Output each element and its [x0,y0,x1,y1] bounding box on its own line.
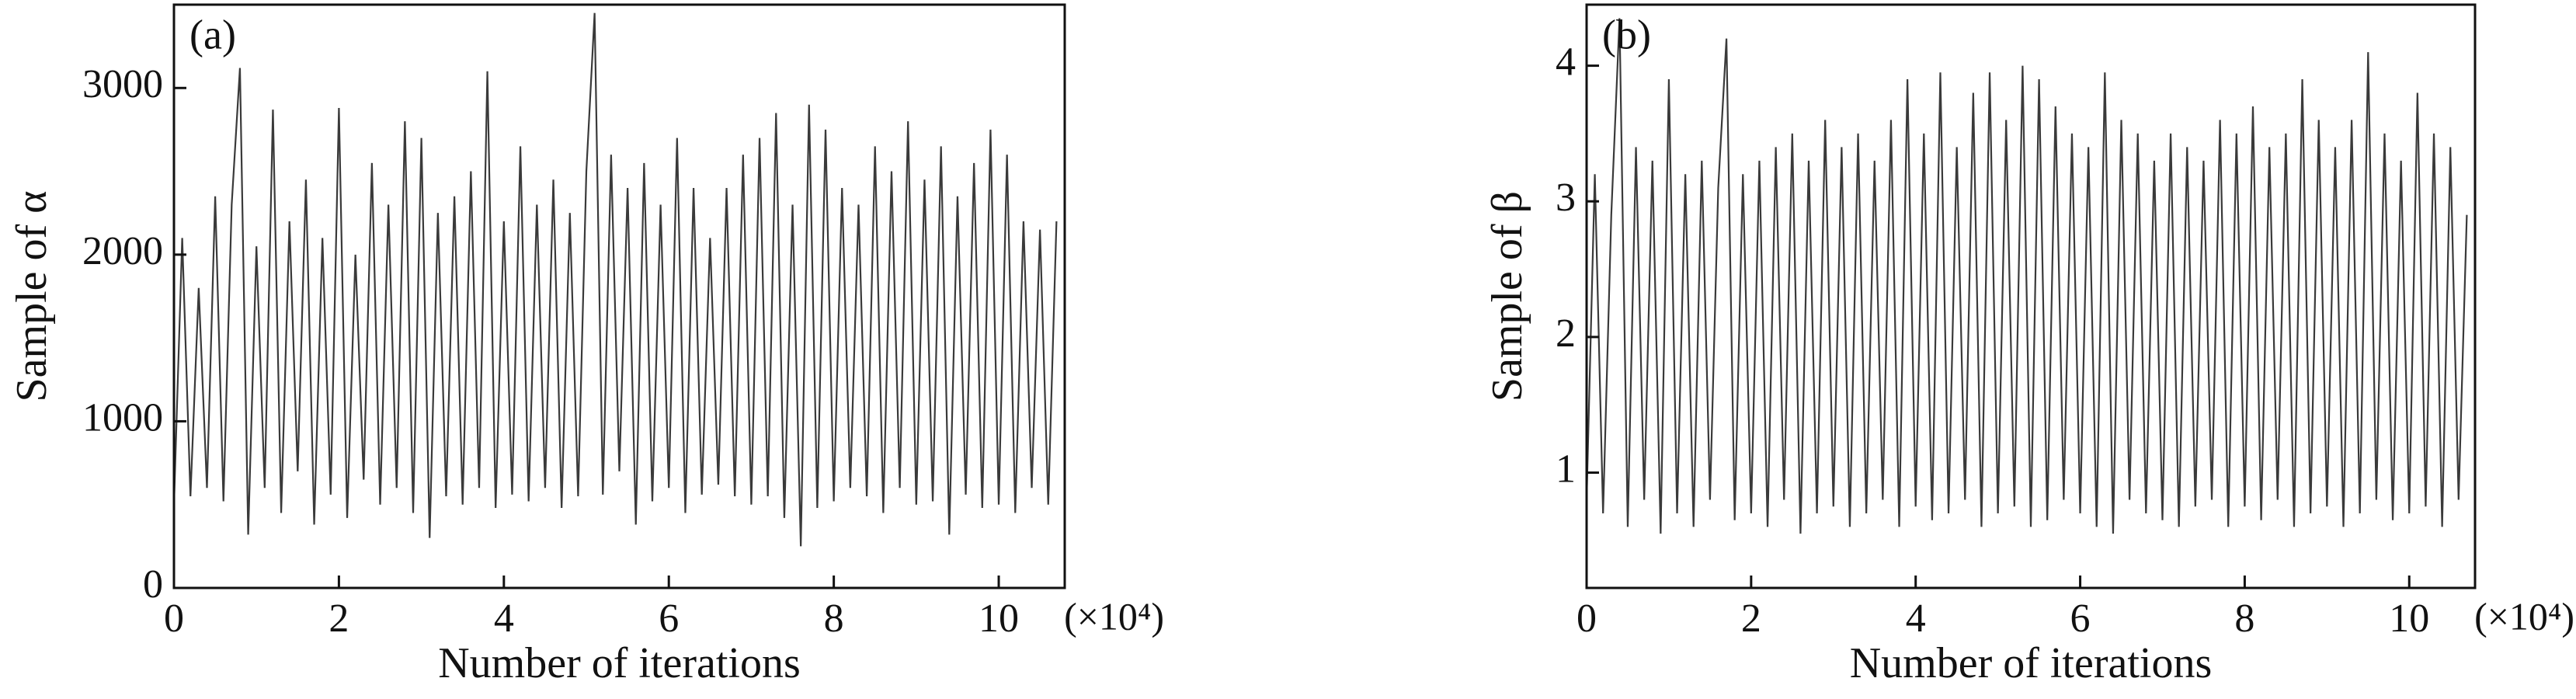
plot-frame [172,3,1066,589]
y-tick-label: 0 [143,562,163,607]
x-tick-label: 2 [329,596,349,641]
x-tick-label: 8 [2234,596,2254,641]
panel-label: (a) [189,11,236,57]
y-tick-label: 3 [1556,176,1576,220]
y-tick-label: 1 [1556,447,1576,491]
x-tick-label: 4 [494,596,514,641]
panel-label: (b) [1602,11,1651,57]
x-tick-label: 0 [164,596,184,641]
y-tick-label: 2 [1556,311,1576,356]
x-unit-label: (×10⁴) [1064,594,1164,638]
x-tick-label: 10 [979,596,1019,641]
x-tick-label: 10 [2389,596,2429,641]
y-axis-title: Sample of β [1483,191,1531,402]
y-tick-label: 2000 [82,229,163,273]
x-tick-label: 4 [1906,596,1926,641]
x-axis-title: Number of iterations [438,639,801,687]
y-tick-label: 3000 [82,62,163,106]
y-tick-label: 4 [1556,40,1576,85]
trace-line [172,12,1058,547]
x-axis-title: Number of iterations [1850,639,2213,687]
y-tick-label: 1000 [82,395,163,440]
x-tick-label: 2 [1741,596,1761,641]
x-tick-label: 8 [824,596,844,641]
x-unit-label: (×10⁴) [2474,594,2574,638]
x-tick-label: 6 [2070,596,2091,641]
y-axis-title: Sample of α [8,191,56,402]
x-tick-label: 6 [659,596,679,641]
x-tick-label: 0 [1577,596,1597,641]
trace-line [1585,18,2468,534]
plot-frame [1585,3,2477,589]
